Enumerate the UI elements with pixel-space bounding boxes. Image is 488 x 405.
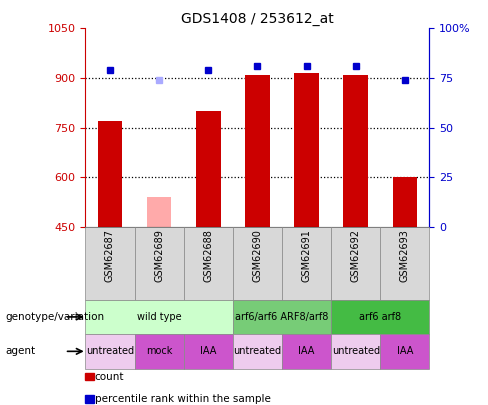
Bar <box>380 227 429 300</box>
Bar <box>282 227 331 300</box>
Bar <box>331 227 380 300</box>
Bar <box>85 227 135 300</box>
Text: arf6 arf8: arf6 arf8 <box>359 312 401 322</box>
Bar <box>135 334 183 369</box>
Bar <box>98 121 122 227</box>
Bar <box>85 334 135 369</box>
Text: GSM62687: GSM62687 <box>105 229 115 282</box>
Text: IAA: IAA <box>397 346 413 356</box>
Bar <box>245 75 270 227</box>
Bar <box>233 300 331 334</box>
Text: count: count <box>95 372 124 382</box>
Text: agent: agent <box>5 346 35 356</box>
Text: IAA: IAA <box>298 346 315 356</box>
Text: percentile rank within the sample: percentile rank within the sample <box>95 394 270 404</box>
Text: untreated: untreated <box>233 346 282 356</box>
Text: arf6/arf6 ARF8/arf8: arf6/arf6 ARF8/arf8 <box>235 312 329 322</box>
Bar <box>85 300 233 334</box>
Text: GSM62692: GSM62692 <box>351 229 361 282</box>
Text: mock: mock <box>146 346 172 356</box>
Text: genotype/variation: genotype/variation <box>5 312 104 322</box>
Bar <box>331 334 380 369</box>
Bar <box>233 227 282 300</box>
Bar <box>196 111 221 227</box>
Bar <box>331 300 429 334</box>
Bar <box>380 334 429 369</box>
Title: GDS1408 / 253612_at: GDS1408 / 253612_at <box>181 12 334 26</box>
Bar <box>233 334 282 369</box>
Bar <box>147 197 171 227</box>
Text: untreated: untreated <box>332 346 380 356</box>
Bar <box>344 75 368 227</box>
Bar <box>392 177 417 227</box>
Text: untreated: untreated <box>86 346 134 356</box>
Bar <box>294 73 319 227</box>
Bar <box>183 334 233 369</box>
Text: GSM62693: GSM62693 <box>400 229 410 282</box>
Text: GSM62690: GSM62690 <box>252 229 263 282</box>
Text: GSM62688: GSM62688 <box>203 229 213 282</box>
Text: wild type: wild type <box>137 312 182 322</box>
Text: GSM62691: GSM62691 <box>302 229 311 282</box>
Text: IAA: IAA <box>200 346 217 356</box>
Bar <box>282 334 331 369</box>
Bar <box>135 227 183 300</box>
Bar <box>183 227 233 300</box>
Text: GSM62689: GSM62689 <box>154 229 164 282</box>
